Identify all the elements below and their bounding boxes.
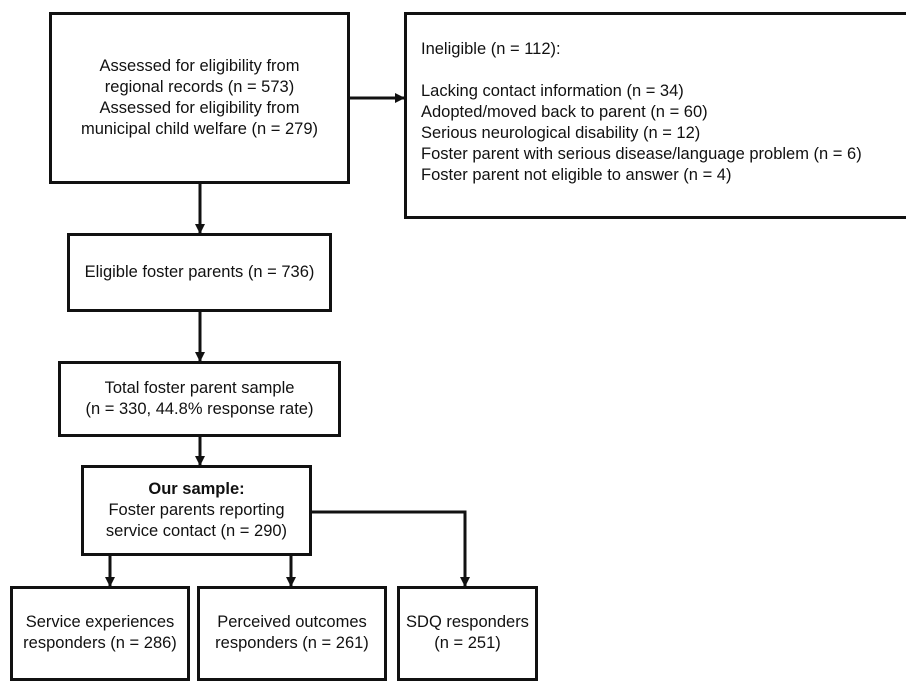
node-our-sample: Our sample: Foster parents reporting ser… — [81, 465, 312, 556]
service-line-2: responders (n = 286) — [23, 634, 177, 652]
total-line-2: (n = 330, 44.8% response rate) — [85, 400, 314, 418]
perceived-line-2: responders (n = 261) — [215, 634, 369, 652]
our-sample-line-2: service contact (n = 290) — [105, 522, 288, 540]
ineligible-item: Foster parent not eligible to answer (n … — [421, 166, 732, 184]
service-line-1: Service experiences — [25, 613, 175, 631]
our-sample-title: Our sample: — [148, 480, 245, 498]
ineligible-item: Serious neurological disability (n = 12) — [421, 124, 701, 142]
node-sdq-responders: SDQ responders (n = 251) — [397, 586, 538, 681]
ineligible-heading: Ineligible (n = 112): — [421, 40, 561, 58]
ineligible-item: Lacking contact information (n = 34) — [421, 82, 684, 100]
perceived-line-1: Perceived outcomes — [217, 613, 367, 631]
ineligible-item: Foster parent with serious disease/langu… — [421, 145, 862, 163]
arrow-our-sample-to-sdq — [310, 510, 470, 587]
ineligible-item: Adopted/moved back to parent (n = 60) — [421, 103, 708, 121]
assessed-line-2: regional records (n = 573) — [104, 78, 295, 96]
our-sample-line-1: Foster parents reporting — [108, 501, 285, 519]
total-line-1: Total foster parent sample — [104, 379, 295, 397]
assessed-line-4: municipal child welfare (n = 279) — [80, 120, 319, 138]
node-total-sample: Total foster parent sample (n = 330, 44.… — [58, 361, 341, 437]
node-ineligible: Ineligible (n = 112): Lacking contact in… — [404, 12, 906, 219]
node-perceived-outcomes: Perceived outcomes responders (n = 261) — [197, 586, 387, 681]
assessed-line-3: Assessed for eligibility from — [99, 99, 300, 117]
sdq-line-1: SDQ responders — [406, 613, 529, 631]
eligible-line-1: Eligible foster parents (n = 736) — [84, 263, 315, 281]
node-assessed-eligibility: Assessed for eligibility from regional r… — [49, 12, 350, 184]
node-service-experiences: Service experiences responders (n = 286) — [10, 586, 190, 681]
node-eligible-foster-parents: Eligible foster parents (n = 736) — [67, 233, 332, 312]
sdq-line-2: (n = 251) — [434, 634, 501, 652]
assessed-line-1: Assessed for eligibility from — [99, 57, 300, 75]
